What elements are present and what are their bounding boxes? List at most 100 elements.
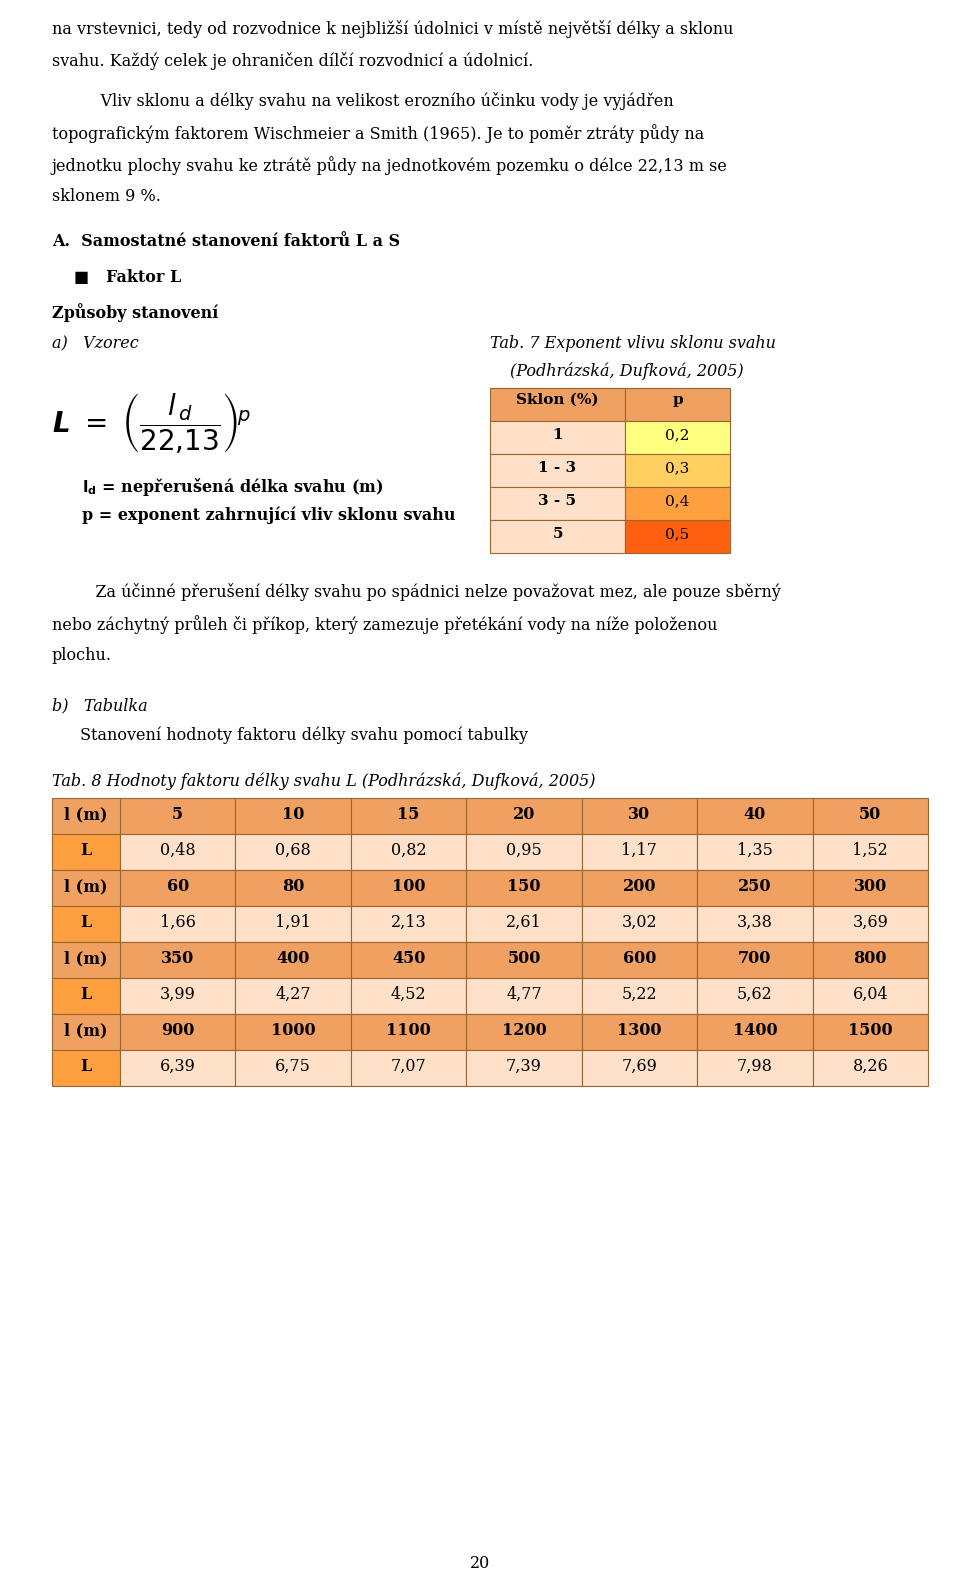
Bar <box>52 798 120 835</box>
Bar <box>235 1050 350 1086</box>
Text: 600: 600 <box>623 950 656 968</box>
Text: 7,07: 7,07 <box>391 1058 426 1075</box>
Text: Vliv sklonu a délky svahu na velikost erozního účinku vody je vyjádřen: Vliv sklonu a délky svahu na velikost er… <box>80 92 674 111</box>
Text: 1200: 1200 <box>502 1021 546 1039</box>
Text: 0,95: 0,95 <box>506 843 541 858</box>
Text: l (m): l (m) <box>64 1021 108 1039</box>
Bar <box>350 1050 467 1086</box>
Bar <box>467 1050 582 1086</box>
Bar <box>812 906 928 942</box>
Text: 1000: 1000 <box>271 1021 316 1039</box>
Text: 3,69: 3,69 <box>852 914 888 931</box>
Bar <box>350 1013 467 1050</box>
Bar <box>52 906 120 942</box>
Bar <box>120 942 235 979</box>
Text: 15: 15 <box>397 806 420 824</box>
Text: 5,22: 5,22 <box>622 987 658 1002</box>
Text: $\mathbf{l}_\mathbf{d}$ = nepřerušená délka svahu (m): $\mathbf{l}_\mathbf{d}$ = nepřerušená dé… <box>82 476 384 498</box>
Text: p: p <box>672 394 683 406</box>
Text: Způsoby stanovení: Způsoby stanovení <box>52 304 218 323</box>
Text: 4,52: 4,52 <box>391 987 426 1002</box>
Text: 450: 450 <box>392 950 425 968</box>
Bar <box>812 979 928 1013</box>
Bar <box>582 979 697 1013</box>
Bar <box>697 1050 812 1086</box>
Text: $\boldsymbol{L}\ =\ \left(\dfrac{l_{\,d}}{22{,}13}\right)^{\!p}$: $\boldsymbol{L}\ =\ \left(\dfrac{l_{\,d}… <box>52 391 251 455</box>
Bar <box>697 870 812 906</box>
Bar <box>582 1013 697 1050</box>
Bar <box>812 798 928 835</box>
Bar <box>350 906 467 942</box>
Bar <box>625 454 730 487</box>
Bar <box>582 942 697 979</box>
Text: 40: 40 <box>744 806 766 824</box>
Text: 0,3: 0,3 <box>665 462 689 474</box>
Bar <box>697 906 812 942</box>
Text: 7,69: 7,69 <box>621 1058 658 1075</box>
Text: l (m): l (m) <box>64 877 108 895</box>
Text: 3,99: 3,99 <box>159 987 196 1002</box>
Text: 1,66: 1,66 <box>159 914 196 931</box>
Text: 8,26: 8,26 <box>852 1058 888 1075</box>
Bar <box>625 487 730 520</box>
Text: 50: 50 <box>859 806 881 824</box>
Text: 1300: 1300 <box>617 1021 661 1039</box>
Text: 2,61: 2,61 <box>506 914 541 931</box>
Bar <box>467 906 582 942</box>
Bar <box>490 520 625 553</box>
Text: 0,82: 0,82 <box>391 843 426 858</box>
Text: 0,2: 0,2 <box>665 428 689 443</box>
Text: 800: 800 <box>853 950 887 968</box>
Bar <box>120 1050 235 1086</box>
Text: 0,4: 0,4 <box>665 493 689 508</box>
Text: nebo záchytný průleh či příkop, který zamezuje přetékání vody na níže položenou: nebo záchytný průleh či příkop, který za… <box>52 615 717 634</box>
Bar <box>467 979 582 1013</box>
Text: 20: 20 <box>469 1556 491 1572</box>
Text: 2,13: 2,13 <box>391 914 426 931</box>
Text: L: L <box>81 1058 91 1075</box>
Bar <box>582 870 697 906</box>
Bar <box>350 942 467 979</box>
Text: L: L <box>81 843 91 858</box>
Text: 6,75: 6,75 <box>276 1058 311 1075</box>
Text: 3,02: 3,02 <box>622 914 658 931</box>
Text: ■   Faktor L: ■ Faktor L <box>74 269 181 286</box>
Bar <box>582 798 697 835</box>
Text: 3 - 5: 3 - 5 <box>539 493 577 508</box>
Text: Sklon (%): Sklon (%) <box>516 394 599 406</box>
Bar <box>235 798 350 835</box>
Text: 250: 250 <box>738 877 772 895</box>
Text: 80: 80 <box>282 877 304 895</box>
Text: 1,17: 1,17 <box>621 843 658 858</box>
Bar <box>235 870 350 906</box>
Text: 100: 100 <box>392 877 425 895</box>
Text: 10: 10 <box>282 806 304 824</box>
Bar <box>697 1013 812 1050</box>
Bar <box>625 387 730 421</box>
Bar <box>350 979 467 1013</box>
Text: 150: 150 <box>507 877 540 895</box>
Bar <box>582 1050 697 1086</box>
Text: b)   Tabulka: b) Tabulka <box>52 697 148 715</box>
Bar <box>467 798 582 835</box>
Text: 1: 1 <box>552 428 563 443</box>
Bar <box>625 520 730 553</box>
Bar <box>52 979 120 1013</box>
Bar <box>235 942 350 979</box>
Text: 5: 5 <box>172 806 183 824</box>
Text: 0,48: 0,48 <box>160 843 196 858</box>
Text: Tab. 7 Exponent vlivu sklonu svahu: Tab. 7 Exponent vlivu sklonu svahu <box>490 335 776 353</box>
Bar <box>350 798 467 835</box>
Text: jednotku plochy svahu ke ztrátě půdy na jednotkovém pozemku o délce 22,13 m se: jednotku plochy svahu ke ztrátě půdy na … <box>52 157 728 175</box>
Bar <box>467 870 582 906</box>
Text: plochu.: plochu. <box>52 647 112 664</box>
Text: l (m): l (m) <box>64 806 108 824</box>
Bar <box>235 906 350 942</box>
Text: 1 - 3: 1 - 3 <box>539 462 577 474</box>
Text: 1100: 1100 <box>386 1021 431 1039</box>
Bar <box>52 1013 120 1050</box>
Text: topografickým faktorem Wischmeier a Smith (1965). Je to poměr ztráty půdy na: topografickým faktorem Wischmeier a Smit… <box>52 123 705 142</box>
Bar <box>52 942 120 979</box>
Text: 5: 5 <box>552 526 563 541</box>
Bar <box>350 870 467 906</box>
